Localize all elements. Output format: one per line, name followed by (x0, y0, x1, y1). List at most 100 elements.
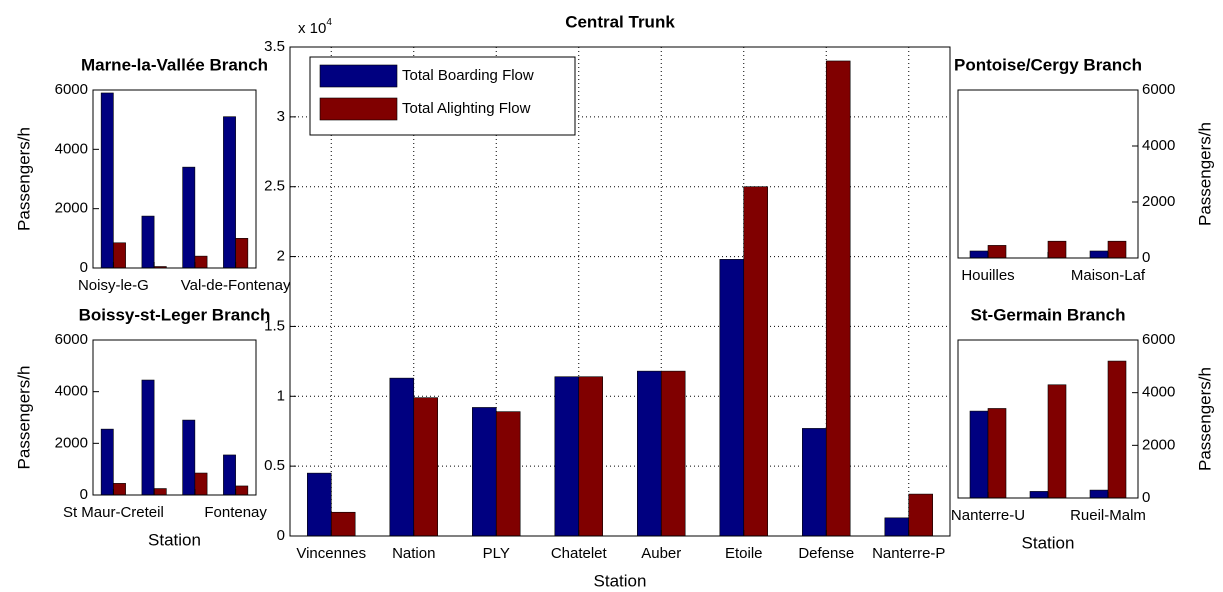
bar (660, 370, 686, 537)
bar (1107, 240, 1127, 259)
bar (1107, 360, 1127, 499)
y-tick-label: 6000 (1142, 81, 1175, 98)
x-tick-label: Defense (798, 545, 854, 562)
x-tick-label: Etoile (725, 545, 763, 562)
bar (141, 215, 155, 269)
x-tick-label: Auber (641, 545, 681, 562)
x-tick-label: Vincennes (296, 545, 366, 562)
y-tick-label: 4000 (55, 383, 88, 400)
y-multiplier: x 104 (298, 17, 332, 37)
legend-swatch (319, 64, 398, 88)
axes-box (289, 46, 951, 537)
chart-title: Pontoise/Cergy Branch (954, 55, 1142, 74)
bar (194, 472, 208, 496)
bar (194, 255, 208, 269)
x-tick-label: Nanterre-P (872, 545, 945, 562)
bar (825, 60, 851, 537)
subplot: 0 2000 4000 6000 St Maur-Creteil Fontenay Bois… (14, 305, 270, 549)
y-axis-label: Passengers/h (1195, 122, 1214, 226)
y-tick-label: 0.5 (264, 457, 285, 474)
y-axis-label: Passengers/h (14, 366, 33, 470)
bar (182, 166, 196, 269)
bar (413, 397, 438, 537)
y-tick-label: 0 (1142, 249, 1150, 266)
y-tick-label: 2.5 (264, 178, 285, 195)
bar (389, 377, 415, 537)
bar (908, 493, 933, 537)
x-tick-label: Fontenay (204, 504, 267, 521)
bar (141, 379, 155, 496)
y-axis-label: Passengers/h (14, 127, 33, 231)
bar (235, 485, 249, 496)
y-tick-label: 2000 (55, 200, 88, 217)
bar (330, 511, 356, 537)
bar (1089, 250, 1109, 259)
bar (113, 483, 126, 496)
legend-label: Total Boarding Flow (402, 67, 534, 84)
bar (472, 407, 497, 537)
y-tick-label: 4000 (1142, 384, 1175, 401)
y-tick-label: 6000 (55, 331, 88, 348)
y-tick-label: 0 (80, 259, 88, 276)
bar (554, 376, 580, 537)
multiplier-exponent: 4 (326, 17, 332, 28)
bar (113, 242, 126, 269)
x-tick-label: Val-de-Fontenay (181, 277, 291, 294)
bar (307, 472, 332, 537)
y-tick-label: 0 (1142, 489, 1150, 506)
axes-box (92, 89, 257, 269)
x-axis-label: Station (1022, 533, 1075, 552)
bar (495, 411, 521, 537)
x-tick-label: Houilles (961, 267, 1014, 284)
bar (719, 259, 745, 537)
bar (802, 428, 827, 537)
x-tick-label: Rueil-Malm (1070, 507, 1146, 524)
x-tick-label: PLY (483, 545, 510, 562)
y-tick-label: 4000 (1142, 137, 1175, 154)
bar (987, 408, 1007, 499)
y-tick-label: 4000 (55, 140, 88, 157)
y-tick-label: 2000 (1142, 436, 1175, 453)
multiplier-base: x 10 (298, 20, 326, 37)
y-tick-label: 2000 (1142, 193, 1175, 210)
x-tick-label: St Maur-Creteil (63, 504, 164, 521)
chart-title: Boissy-st-Leger Branch (79, 305, 271, 324)
y-tick-label: 1.5 (264, 317, 285, 334)
y-tick-label: 6000 (1142, 331, 1175, 348)
bar (153, 488, 167, 496)
x-tick-label: Nanterre-U (951, 507, 1025, 524)
chart-title: Central Trunk (565, 12, 675, 31)
y-tick-label: 2 (277, 248, 285, 265)
x-tick-label: Noisy-le-G (78, 277, 149, 294)
y-tick-label: 0 (277, 527, 285, 544)
bar (235, 238, 249, 269)
x-axis-label: Station (148, 530, 201, 549)
y-axis-label: Passengers/h (1195, 367, 1214, 471)
bar (578, 376, 603, 537)
y-tick-label: 3 (277, 108, 285, 125)
bar (223, 454, 236, 496)
y-tick-label: 6000 (55, 81, 88, 98)
y-tick-label: 3.5 (264, 38, 285, 55)
bar (637, 370, 662, 537)
bar (743, 186, 768, 537)
axes-box (92, 339, 257, 496)
y-tick-label: 2000 (55, 434, 88, 451)
bar (1089, 489, 1109, 499)
subplot: 0 2000 4000 6000 Nanterre-U Rueil-Malm St-Germ… (951, 305, 1215, 552)
subplot: 0 2000 4000 6000 Noisy-le-G Val-de-Fontenay Ma… (14, 55, 291, 293)
y-tick-label: 1 (277, 387, 285, 404)
subplot: 0 0.5 1 1.5 2 2.5 3 3.5 Vincennes Nation PLY Chatel… (264, 12, 951, 590)
chart-title: St-Germain Branch (971, 305, 1126, 324)
bar (884, 517, 910, 537)
bar (1029, 491, 1049, 499)
bar (1047, 240, 1067, 259)
subplot: 0 2000 4000 6000 Houilles Maison-Laf Pontoise/… (954, 55, 1214, 283)
x-axis-label: Station (594, 571, 647, 590)
bar (1047, 384, 1067, 499)
bar (100, 92, 114, 269)
y-tick-label: 0 (80, 486, 88, 503)
bar (182, 419, 196, 496)
